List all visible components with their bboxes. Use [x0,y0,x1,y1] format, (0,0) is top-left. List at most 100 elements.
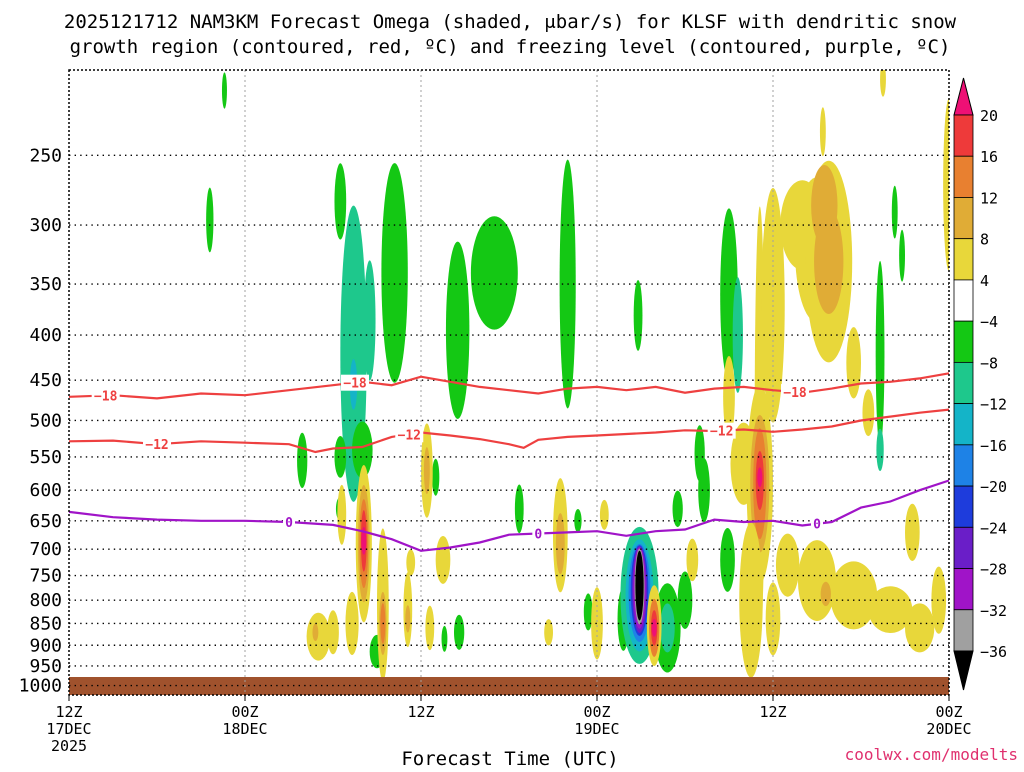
omega-positive-area [555,513,565,575]
y-tick-label: 900 [29,635,62,656]
colorbar-bin [953,403,974,446]
y-axis: 2503003504004505005506006507007508008509… [19,145,62,696]
omega-positive-area [544,619,553,646]
y-tick-label: 250 [29,145,62,166]
omega-positive-area [312,623,319,642]
contour-label-bg [283,513,295,530]
colorbar-label: 20 [980,107,998,125]
y-tick-label: 950 [29,656,62,677]
omega-negative-area [363,260,376,381]
omega-positive-area [814,209,844,315]
y-tick-label: 750 [29,566,62,587]
omega-positive-area [327,610,339,655]
contour-label-bg [395,426,424,443]
colorbar-bin [953,238,974,281]
y-tick-label: 600 [29,480,62,501]
omega-negative-area [583,593,593,631]
dendritic-contour-minus12 [68,408,950,454]
omega-positive-area [775,533,800,597]
x-tick-label: 12Z [407,703,434,721]
y-tick-label: 500 [29,410,62,431]
colorbar-label: −16 [980,437,1007,455]
omega-negative-area [635,550,644,621]
colorbar-label: −24 [980,519,1007,537]
colorbar-top-arrow [953,77,974,116]
omega-positive-area [862,389,875,437]
colorbar-bin [953,361,974,405]
omega-positive-area [723,355,735,438]
contour-label: −18 [343,377,367,392]
colorbar-label: −28 [980,561,1007,579]
omega-positive-area [423,447,430,495]
contour-label: −12 [710,425,733,440]
omega-positive-area [591,587,603,660]
omega-positive-area [405,605,411,633]
omega-negative-area [334,436,347,478]
omega-field [206,70,949,682]
omega-negative-area [206,187,214,253]
y-tick-label: 550 [29,447,62,468]
chart-title-line-2: growth region (contoured, red, ºC) and f… [70,36,951,58]
y-tick-label: 700 [29,539,62,560]
omega-positive-area [830,561,878,630]
y-tick-label: 350 [29,274,62,295]
contour-label: −12 [145,438,168,453]
x-axis-label: Forecast Time (UTC) [401,748,618,768]
contour-label: −12 [398,428,421,443]
omega-negative-area [441,625,448,652]
x-tick-label: 20DEC [926,720,971,738]
colorbar-label: −12 [980,396,1007,414]
contour-label: 0 [813,518,821,533]
omega-positive-area [905,503,920,561]
omega-positive-area [425,605,435,651]
y-tick-label: 800 [29,590,62,611]
omega-negative-area [432,458,440,496]
colorbar-bin [953,320,974,363]
y-tick-label: 1000 [19,676,62,697]
omega-positive-area [306,612,331,661]
omega-positive-area [905,603,935,653]
colorbar-legend: 20 16 12 8 4 −4 −8 −12 −16 −20 −24 −28 −32 −36 [953,77,1007,691]
colorbar-bin [953,609,974,652]
y-tick-label: 300 [29,215,62,236]
colorbar-bin [953,155,974,198]
x-tick-label: 12Z [759,703,786,721]
omega-negative-area [221,72,227,109]
colorbar-bottom-arrow [953,650,974,691]
omega-positive-area [846,327,862,399]
y-tick-label: 400 [29,325,62,346]
contour-label: 0 [534,528,542,543]
contour-label-bg [532,525,545,542]
colorbar-label: −36 [980,643,1007,661]
x-tick-label: 17DEC [46,720,91,738]
omega-negative-area [297,432,308,488]
omega-positive-area [765,582,781,656]
omega-positive-area [599,499,609,530]
omega-positive-area [880,70,886,97]
contour-label-bg [143,436,171,453]
colorbar-bin [953,197,974,240]
colorbar-bin [953,114,974,157]
colorbar-label: −20 [980,478,1007,496]
omega-negative-area [334,163,347,240]
terrain [69,677,949,695]
omega-positive-area [797,540,837,622]
y-tick-label: 650 [29,511,62,532]
contour-label-bg [341,374,369,391]
omega-positive-area [931,566,947,634]
x-tick-label: 19DEC [574,720,619,738]
omega-negative-area [732,277,743,393]
y-tick-label: 850 [29,613,62,634]
omega-positive-area [820,581,831,607]
x-tick-label: 00Z [583,703,610,721]
terrain-fill [69,677,949,695]
plot-border [68,69,950,696]
colorbar-label: 8 [980,231,989,249]
colorbar-label: −32 [980,602,1007,620]
temperature-contours: −18 −18 −18 −12 −12 −12 0 0 0 [68,372,950,552]
dendritic-contour-minus18 [68,372,950,400]
omega-positive-area [337,484,347,545]
omega-negative-area [574,509,582,533]
